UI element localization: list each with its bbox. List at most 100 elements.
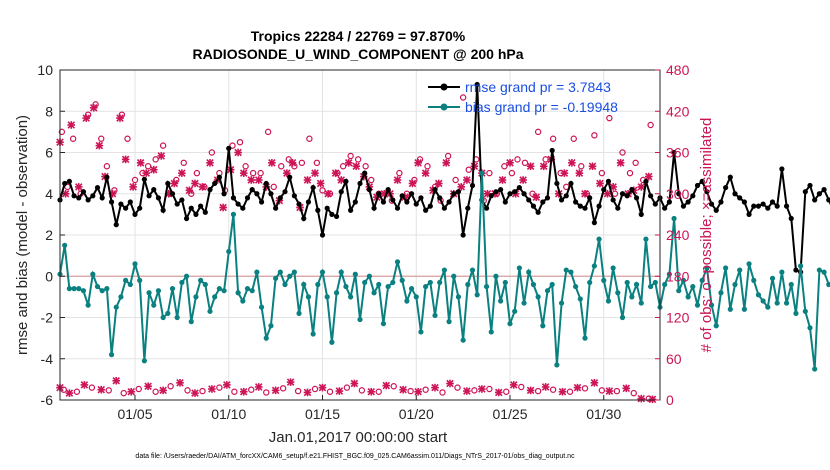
series-1-point-154 [779, 269, 785, 275]
series-0-point-57 [324, 205, 330, 211]
obs-assimilated-low-point-18 [335, 387, 344, 395]
obs-assimilated-low-point-26 [463, 387, 471, 395]
series-1-point-50 [291, 269, 297, 275]
obs-assimilated-low-point-6 [144, 382, 152, 391]
obs-possible-low-point-32 [566, 388, 574, 395]
series-1-point-9 [99, 288, 105, 294]
obs-assimilated-point-39 [324, 189, 332, 198]
obs-assimilated-point-3 [74, 183, 83, 191]
series-1-point-72 [394, 259, 401, 265]
series-0-point-77 [418, 195, 424, 201]
series-1-point-43 [258, 304, 265, 310]
obs-possible-point-37 [313, 159, 321, 167]
obs-assimilated-point-40 [331, 169, 340, 177]
series-1-point-124 [638, 300, 644, 306]
series-0-point-44 [263, 180, 269, 187]
series-0-point-54 [310, 184, 316, 191]
obs-possible-point-74 [570, 135, 577, 142]
series-1-point-41 [249, 288, 255, 294]
obs-possible-low-point-6 [152, 388, 159, 395]
obs-assimilated-low-point-11 [223, 381, 231, 389]
obs-possible-point-32 [278, 163, 285, 170]
series-1-point-57 [324, 294, 330, 300]
series-0-point-55 [315, 207, 321, 213]
y-axis-left-ticks: -6 -4 -2 0 2 4 6 8 10 [37, 62, 65, 408]
series-0-point-7 [90, 193, 96, 199]
series-1-point-123 [633, 281, 640, 288]
series-0-point-46 [273, 205, 279, 211]
series-0-point-156 [788, 215, 794, 222]
series-1-point-66 [366, 273, 372, 279]
series-1-point-101 [530, 281, 537, 288]
series-1-point-54 [310, 331, 316, 337]
obs-possible-low-point-27 [486, 385, 493, 393]
obs-possible-point-41 [339, 163, 347, 170]
series-1-point-46 [273, 275, 279, 281]
series-0-point-164 [826, 197, 830, 203]
obs-assimilated-point-85 [644, 172, 653, 181]
series-1-point-6 [85, 302, 91, 308]
series-1-point-30 [198, 277, 204, 283]
obs-assimilated-low-point-36 [622, 384, 631, 393]
series-0-point-122 [629, 187, 635, 193]
obs-possible-point-79 [606, 114, 613, 122]
series-1-point-82 [441, 267, 447, 273]
series-1-point-125 [643, 236, 649, 242]
chart-title-line2: RADIOSONDE_U_WIND_COMPONENT @ 200 hPa [192, 46, 523, 62]
series-0-point-119 [615, 205, 621, 211]
series-1-point-13 [118, 294, 124, 300]
obs-assimilated-low-point-14 [271, 386, 280, 395]
series-1-point-64 [357, 316, 363, 323]
series-1-point-23 [165, 310, 171, 316]
obs-assimilated-low-point-22 [399, 385, 407, 394]
obs-assimilated-low-point-32 [558, 387, 567, 396]
series-1-point-88 [469, 267, 476, 273]
obs-assimilated-point-27 [239, 169, 248, 177]
obs-assimilated-low-point-23 [414, 387, 422, 396]
obs-possible-point-64 [501, 163, 508, 170]
obs-possible-low-point-24 [439, 389, 446, 396]
series-1-point-61 [343, 283, 349, 290]
series-1-point-117 [605, 298, 612, 304]
series-0-point-85 [455, 189, 462, 195]
series-1-point-49 [287, 273, 293, 279]
series-1-point-131 [671, 215, 677, 222]
obs-assimilated-low-point-8 [176, 379, 184, 387]
obs-possible-point-42 [347, 152, 354, 160]
obs-assimilated-low-point-9 [191, 389, 199, 397]
y-right-tick-label-5: 300 [666, 186, 690, 202]
obs-possible-low-point-35 [613, 387, 621, 395]
series-0-point-106 [554, 180, 560, 187]
series-1-point-37 [230, 211, 237, 217]
series-0-point-93 [493, 189, 499, 195]
obs-possible-point-43 [354, 156, 362, 163]
series-0-point-102 [535, 209, 541, 215]
series-0-point-40 [244, 195, 251, 201]
obs-assimilated-point-6 [95, 141, 104, 150]
obs-possible-point-77 [591, 132, 598, 139]
series-1-point-2 [66, 286, 72, 292]
series-0-point-79 [427, 203, 433, 209]
obs-possible-point-67 [521, 159, 529, 167]
series-1-point-87 [465, 281, 471, 288]
obs-possible-point-11 [131, 176, 139, 184]
series-1-point-104 [544, 288, 551, 294]
series-0-point-129 [662, 205, 668, 211]
obs-possible-point-59 [465, 166, 472, 173]
series-0-point-160 [807, 182, 813, 189]
series-0-point-162 [816, 191, 822, 197]
obs-assimilated-point-4 [82, 114, 91, 122]
series-1-point-1 [62, 242, 68, 248]
series-0-point-80 [432, 187, 438, 193]
y-left-tick-label-7: 8 [45, 103, 53, 119]
obs-possible-point-66 [514, 156, 521, 163]
series-0-point-42 [254, 191, 260, 197]
obs-assimilated-point-34 [288, 159, 297, 167]
series-0-point-157 [793, 267, 799, 273]
series-1-point-130 [666, 271, 672, 277]
series-0-point-39 [240, 205, 246, 211]
series-0-point-14 [123, 205, 129, 211]
y-right-tick-label-6: 360 [666, 145, 690, 161]
y-left-tick-label-8: 10 [37, 62, 53, 78]
